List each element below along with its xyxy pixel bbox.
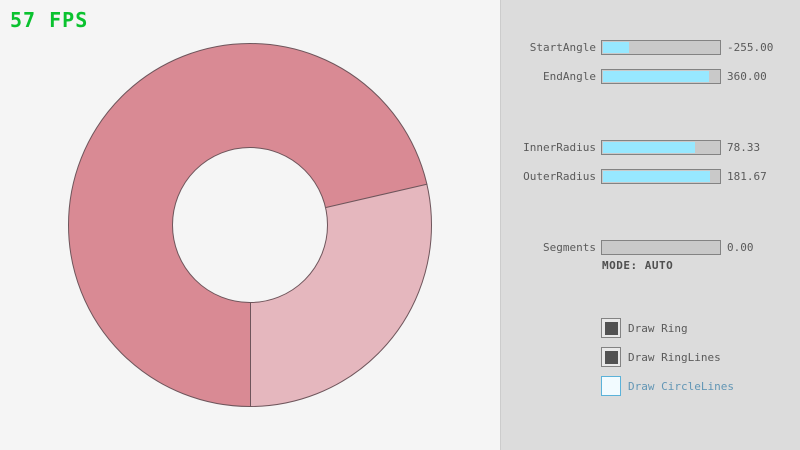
- draw-ringlines-label: Draw RingLines: [628, 350, 721, 364]
- end-angle-slider-fill: [603, 71, 710, 82]
- end-angle-value: 360.00: [727, 70, 767, 83]
- check-mark: [604, 321, 618, 335]
- draw-ringlines-row: Draw RingLines: [601, 347, 721, 367]
- draw-ring-row: Draw Ring: [601, 318, 688, 338]
- start-angle-slider-fill: [603, 42, 629, 53]
- end-angle-slider[interactable]: [601, 69, 721, 84]
- start-angle-slider[interactable]: [601, 40, 721, 55]
- ring-hole: [172, 147, 328, 303]
- end-angle-label: EndAngle: [543, 70, 596, 83]
- outer-radius-value: 181.67: [727, 170, 767, 183]
- draw-ringlines-checkbox[interactable]: [601, 347, 621, 367]
- draw-circlelines-row: Draw CircleLines: [601, 376, 734, 396]
- segments-slider[interactable]: [601, 240, 721, 255]
- inner-radius-slider-fill: [603, 142, 696, 153]
- start-angle-row: StartAngle -255.00: [501, 40, 800, 55]
- outer-radius-slider[interactable]: [601, 169, 721, 184]
- draw-circlelines-checkbox[interactable]: [601, 376, 621, 396]
- inner-radius-row: InnerRadius 78.33: [501, 140, 800, 155]
- check-mark: [604, 350, 618, 364]
- fps-counter: 57 FPS: [10, 8, 89, 32]
- mode-label: MODE: AUTO: [602, 259, 674, 272]
- draw-circlelines-label: Draw CircleLines: [628, 379, 734, 393]
- segments-row: Segments 0.00: [501, 240, 800, 255]
- control-panel: StartAngle -255.00 EndAngle 360.00 Inner…: [500, 0, 800, 450]
- draw-ring-label: Draw Ring: [628, 321, 688, 335]
- outer-radius-label: OuterRadius: [523, 170, 596, 183]
- ring-edge-line-bottom: [250, 303, 251, 407]
- segments-label: Segments: [543, 241, 596, 254]
- inner-radius-value: 78.33: [727, 141, 761, 154]
- inner-radius-slider[interactable]: [601, 140, 721, 155]
- outer-radius-row: OuterRadius 181.67: [501, 169, 800, 184]
- start-angle-value: -255.00: [727, 41, 774, 54]
- start-angle-label: StartAngle: [529, 41, 596, 54]
- inner-radius-label: InnerRadius: [523, 141, 596, 154]
- draw-ring-checkbox[interactable]: [601, 318, 621, 338]
- end-angle-row: EndAngle 360.00: [501, 69, 800, 84]
- outer-radius-slider-fill: [603, 171, 711, 182]
- segments-value: 0.00: [727, 241, 754, 254]
